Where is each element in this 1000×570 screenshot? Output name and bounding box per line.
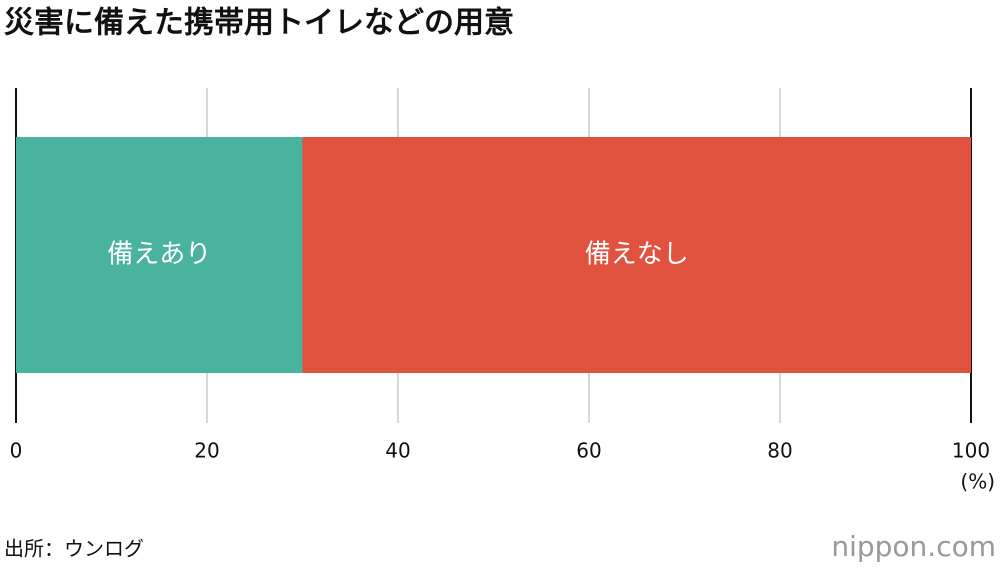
chart-title: 災害に備えた携帯用トイレなどの用意 bbox=[4, 6, 514, 41]
x-tick-label: 100 bbox=[952, 439, 990, 463]
x-tick-label: 60 bbox=[576, 439, 601, 463]
brand-logo: nippon.com bbox=[831, 530, 996, 563]
bar-segment bbox=[302, 137, 971, 373]
segment-label: 備えなし bbox=[585, 240, 689, 270]
bar-segment bbox=[16, 137, 303, 373]
source: 出所：ウンログ bbox=[4, 537, 144, 561]
x-tick-label: 20 bbox=[194, 439, 219, 463]
x-axis-label: (%) bbox=[960, 470, 995, 494]
x-tick-label: 40 bbox=[385, 439, 410, 463]
x-tick-label: 80 bbox=[767, 439, 792, 463]
segment-label: 備えあり bbox=[107, 240, 211, 270]
x-tick-label: 0 bbox=[10, 439, 23, 463]
